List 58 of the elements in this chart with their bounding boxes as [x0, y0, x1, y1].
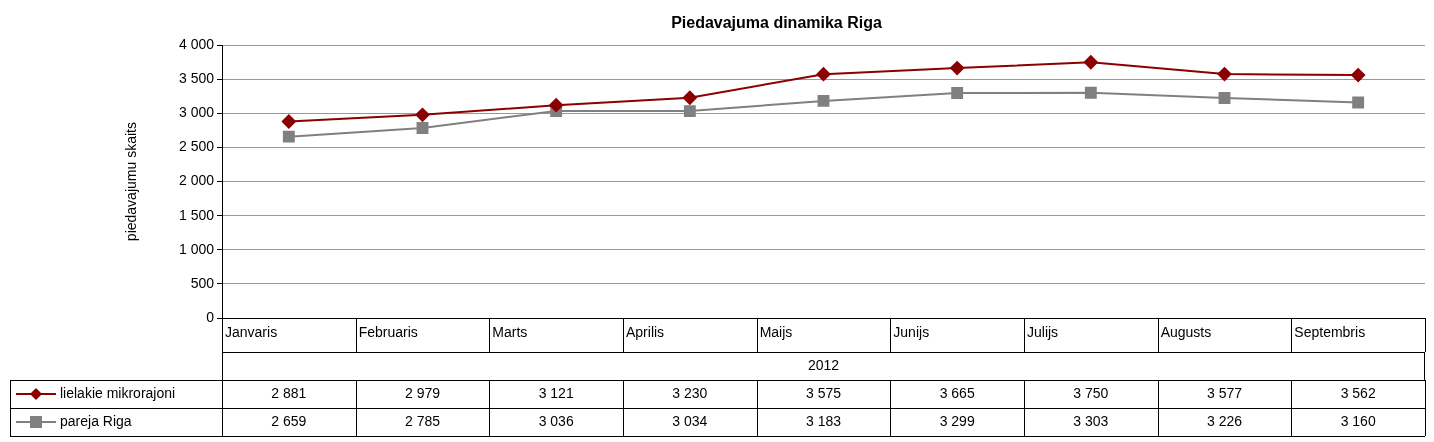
y-tick-label: 500 [190, 274, 215, 291]
point [1083, 55, 1098, 70]
point [682, 90, 697, 105]
x-tick-label: Septembris [1294, 323, 1366, 340]
x-tick-label: Marts [492, 323, 528, 340]
data-label: 3 121 [538, 384, 574, 401]
point [950, 61, 965, 76]
y-tick-label: 2 000 [178, 172, 215, 189]
data-label: 3 577 [1206, 384, 1243, 401]
point [1217, 67, 1232, 82]
point [683, 105, 696, 118]
data-label: 3 183 [805, 412, 842, 429]
y-tick-label: 3 500 [178, 70, 215, 87]
point [1351, 68, 1366, 83]
point [549, 98, 564, 113]
data-label: 3 575 [805, 384, 842, 401]
point [1084, 86, 1097, 99]
x-tick-label: Augusts [1160, 323, 1212, 340]
data-label: 3 226 [1206, 412, 1243, 429]
data-label: 3 036 [538, 412, 574, 429]
data-label: 3 562 [1340, 384, 1376, 401]
data-label: 3 034 [672, 412, 708, 429]
data-label: 3 299 [939, 412, 975, 429]
y-tick-label: 0 [206, 308, 215, 325]
x-tick-label: Julijs [1027, 323, 1059, 340]
y-tick-label: 4 000 [178, 36, 215, 53]
x-tick-label: Janvaris [225, 323, 278, 340]
legend-label: lielakie mikrorajoni [60, 384, 176, 401]
point [1352, 96, 1365, 109]
y-tick-label: 2 500 [178, 138, 215, 155]
data-label: 2 659 [271, 412, 307, 429]
data-label: 3 160 [1340, 412, 1376, 429]
y-tick-label: 1 000 [178, 240, 215, 257]
x-tick-label: Aprilis [626, 323, 665, 340]
point [1218, 92, 1231, 104]
point [415, 107, 430, 122]
legend-label: pareja Riga [60, 412, 132, 429]
y-tick-label: 1 500 [178, 206, 215, 223]
data-label: 2 785 [404, 412, 441, 429]
data-label: 3 750 [1073, 384, 1109, 401]
x-tick-label: Februaris [358, 323, 418, 340]
point [817, 94, 830, 107]
data-label: 3 665 [939, 384, 975, 401]
data-label: 3 303 [1073, 412, 1109, 429]
data-label: 2 979 [404, 384, 441, 401]
point [816, 67, 831, 82]
chart-title: Piedavajuma dinamika Riga [671, 14, 882, 32]
point [281, 114, 296, 129]
x-tick-label: Junijs [893, 323, 930, 340]
data-label: 2 881 [271, 384, 307, 401]
data-label: 3 230 [672, 384, 708, 401]
point [416, 122, 429, 135]
point [951, 87, 964, 99]
point [282, 130, 295, 143]
y-axis-title: piedavajumu skaits [123, 122, 140, 242]
y-tick-label: 3 000 [178, 104, 215, 121]
x-tick-label: Maijs [759, 323, 793, 340]
x-axis-title: 2012 [807, 356, 840, 373]
